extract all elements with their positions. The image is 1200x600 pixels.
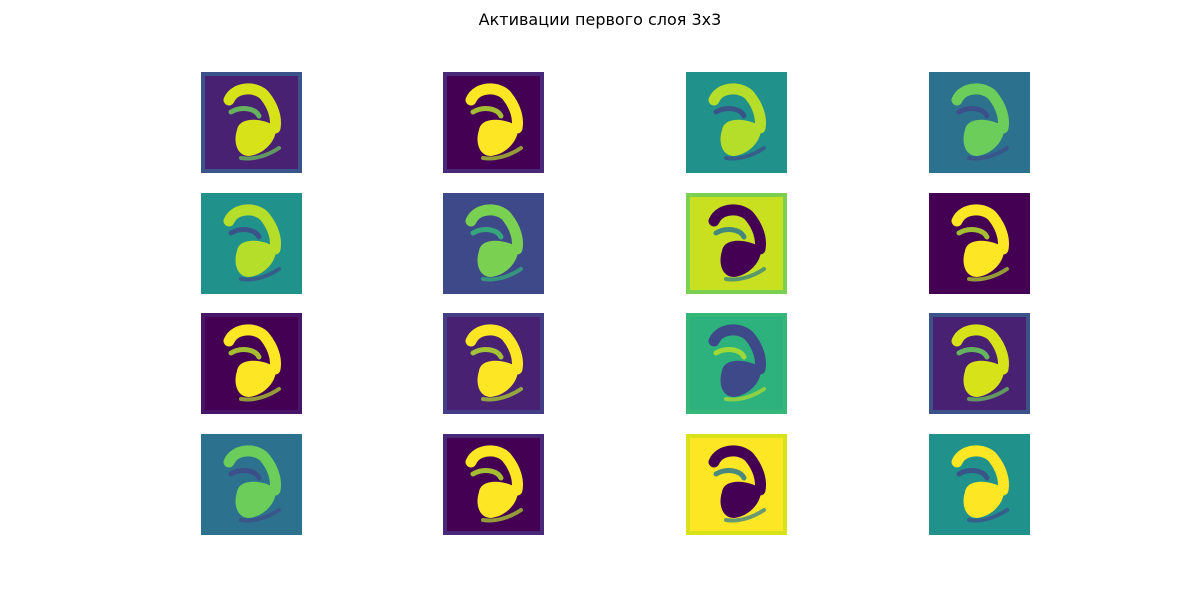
activation-image <box>686 434 787 535</box>
activation-image <box>686 313 787 414</box>
activation-image <box>929 193 1030 294</box>
activation-map <box>201 193 302 294</box>
activation-map <box>929 72 1030 173</box>
activation-image <box>929 434 1030 535</box>
activation-map <box>686 313 787 414</box>
activation-map <box>201 434 302 535</box>
activation-image <box>201 434 302 535</box>
activation-map <box>443 434 544 535</box>
activation-map <box>201 313 302 414</box>
activation-map <box>929 313 1030 414</box>
activation-image <box>201 193 302 294</box>
activation-image <box>443 72 544 173</box>
activation-map <box>443 313 544 414</box>
figure-title: Активации первого слоя 3x3 <box>478 10 722 29</box>
activation-map <box>929 434 1030 535</box>
activation-image <box>443 434 544 535</box>
activation-image <box>929 72 1030 173</box>
activation-map <box>443 193 544 294</box>
activation-map <box>686 193 787 294</box>
activation-image <box>201 313 302 414</box>
activation-image <box>686 193 787 294</box>
activation-map <box>686 72 787 173</box>
activation-map <box>443 72 544 173</box>
activation-image <box>201 72 302 173</box>
activation-image <box>443 193 544 294</box>
activation-image <box>929 313 1030 414</box>
activation-image <box>686 72 787 173</box>
activation-map <box>929 193 1030 294</box>
activation-map <box>686 434 787 535</box>
activation-map <box>201 72 302 173</box>
activation-image <box>443 313 544 414</box>
